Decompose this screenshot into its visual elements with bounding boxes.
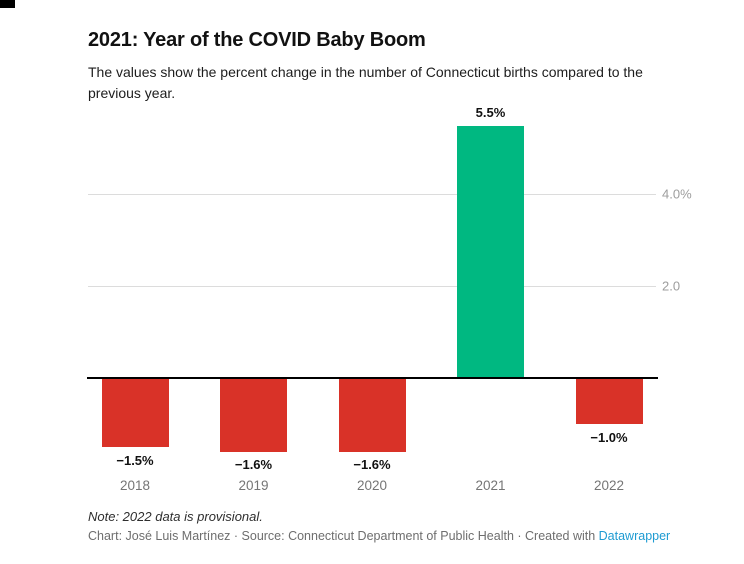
bar-2019 <box>220 378 287 452</box>
corner-mark <box>0 0 15 8</box>
gridline-2 <box>88 285 656 287</box>
y-axis-tick-label-4: 4.0% <box>662 186 692 202</box>
page-title: 2021: Year of the COVID Baby Boom <box>88 29 426 51</box>
bar-2018 <box>101 378 169 448</box>
zero-baseline <box>87 377 658 379</box>
bar-2022 <box>575 378 643 425</box>
chart-note: Note: 2022 data is provisional. <box>88 509 263 524</box>
x-axis-label-2022: 2022 <box>593 478 625 493</box>
gridline-4 <box>88 194 656 196</box>
datawrapper-link[interactable]: Datawrapper <box>598 529 671 543</box>
x-axis-label-2018: 2018 <box>119 478 151 493</box>
chart-description: The values show the percent change in th… <box>88 64 643 101</box>
x-axis-label-2020: 2020 <box>356 478 388 493</box>
bar-value-label-2018: −1.5% <box>116 452 154 468</box>
chart-footer: Chart: José Luis Martínez · Source: Conn… <box>88 529 670 543</box>
y-axis-tick-label-2: 2.0 <box>662 278 681 294</box>
footer-attribution: Chart: José Luis Martínez · Source: Conn… <box>88 529 599 543</box>
x-axis-label-2019: 2019 <box>238 478 269 493</box>
bar-2021 <box>457 125 524 377</box>
bar-2020 <box>338 378 406 452</box>
bar-value-label-2019: −1.6% <box>234 457 273 473</box>
x-axis-label-2021: 2021 <box>475 478 506 493</box>
bar-value-label-2022: −1.0% <box>590 429 628 445</box>
bar-value-label-2020: −1.6% <box>353 457 391 473</box>
bar-value-label-2021: 5.5% <box>475 104 506 120</box>
